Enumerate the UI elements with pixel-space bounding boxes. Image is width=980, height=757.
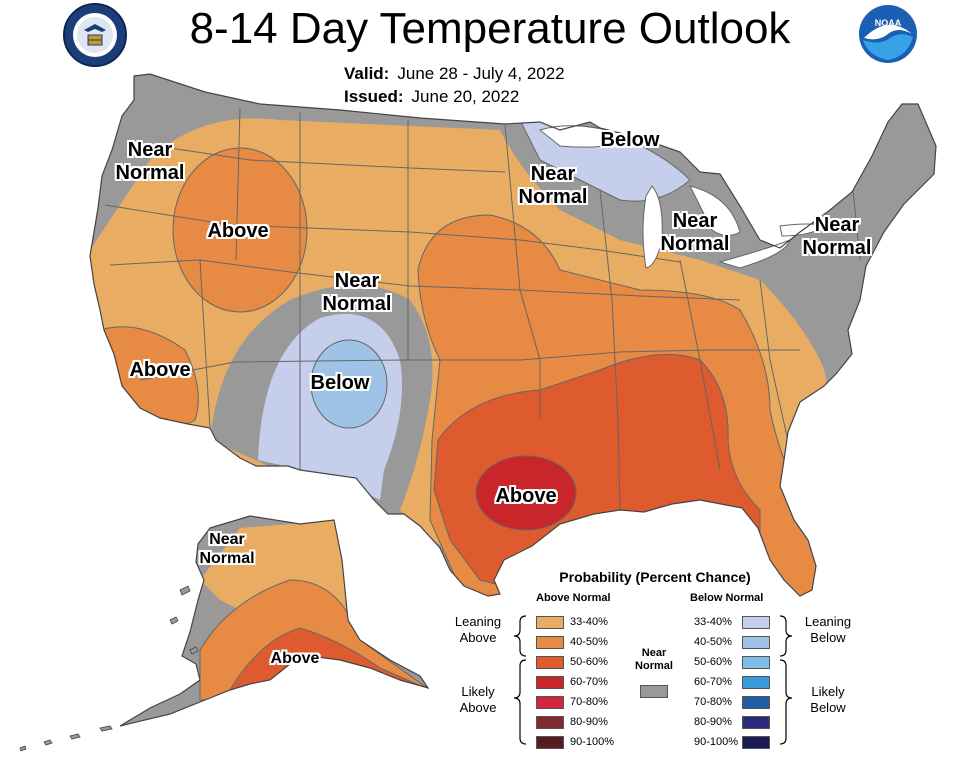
legend-above-label-6: 90-100% [570, 736, 615, 748]
legend-above-braces [513, 615, 527, 745]
label-ak-near-normal: Near Normal [199, 531, 255, 567]
valid-value: June 28 - July 4, 2022 [397, 64, 565, 83]
legend-above-label-0: 33-40% [570, 616, 608, 628]
noaa-logo-icon: NOAA [859, 5, 917, 63]
label-mn-near-normal: Near Normal [518, 163, 588, 208]
legend-below-swatch-3 [742, 676, 770, 689]
legend-below-label-2: 50-60% [694, 656, 732, 668]
legend-near-normal-swatch [640, 685, 668, 698]
legend-below-swatch-5 [742, 716, 770, 729]
conus-outline [89, 73, 937, 597]
state-borders [104, 107, 861, 511]
legend-above-swatch-3 [536, 676, 564, 689]
legend-below-label-4: 70-80% [694, 696, 732, 708]
legend-below-label-5: 80-90% [694, 716, 732, 728]
label-ak-above: Above [270, 650, 320, 667]
legend-above-swatch-5 [536, 716, 564, 729]
aleutian-islands [19, 585, 199, 752]
legend-below-label-0: 33-40% [694, 616, 732, 628]
legend-below-swatch-1 [742, 636, 770, 649]
label-sw-below: Below [310, 372, 370, 394]
legend-below-label-3: 60-70% [694, 676, 732, 688]
legend-leaning-below: Leaning Below [804, 614, 852, 645]
label-sw-near-normal: Near Normal [322, 270, 392, 315]
legend-below-swatch-6 [742, 736, 770, 749]
label-gl-below: Below [600, 129, 660, 151]
legend-above-swatch-2 [536, 656, 564, 669]
svg-text:NOAA: NOAA [875, 18, 902, 28]
alaska-outline [119, 515, 430, 727]
legend-above-label-3: 60-70% [570, 676, 608, 688]
legend-above-label-2: 50-60% [570, 656, 608, 668]
legend-above-label-1: 40-50% [570, 636, 608, 648]
label-nw-near-normal: Near Normal [115, 139, 185, 184]
legend-likely-above: Likely Above [459, 684, 497, 715]
issued-value: June 20, 2022 [411, 87, 520, 106]
legend-above-swatch-1 [536, 636, 564, 649]
legend-below-header: Below Normal [690, 592, 764, 604]
legend-above-label-5: 80-90% [570, 716, 608, 728]
valid-row: Valid: June 28 - July 4, 2022 [344, 64, 565, 84]
label-tx-above: Above [495, 485, 557, 507]
legend-above-swatch-0 [536, 616, 564, 629]
great-lakes [538, 125, 828, 269]
valid-label: Valid: [344, 64, 390, 83]
legend-below-swatch-2 [742, 656, 770, 669]
doc-seal-icon [63, 3, 127, 67]
legend-above-header: Above Normal [536, 592, 611, 604]
legend-below-swatch-4 [742, 696, 770, 709]
label-nw-above: Above [207, 220, 269, 242]
legend-below-label-1: 40-50% [694, 636, 732, 648]
legend-below-swatch-0 [742, 616, 770, 629]
legend-above-swatch-6 [536, 736, 564, 749]
label-ne-near-normal: Near Normal [802, 214, 872, 259]
issued-label: Issued: [344, 87, 404, 106]
legend-leaning-above: Leaning Above [454, 614, 502, 645]
page-title: 8-14 Day Temperature Outlook [189, 4, 791, 53]
legend-below-label-6: 90-100% [694, 736, 739, 748]
legend-above-swatch-4 [536, 696, 564, 709]
legend-title: Probability (Percent Chance) [559, 569, 751, 585]
legend-above-label-4: 70-80% [570, 696, 608, 708]
legend-below-braces [779, 615, 793, 745]
legend-likely-below: Likely Below [810, 684, 846, 715]
issued-row: Issued: June 20, 2022 [344, 87, 519, 107]
label-ca-above: Above [129, 359, 191, 381]
alaska-shading [120, 516, 428, 726]
label-mi-near-normal: Near Normal [660, 210, 730, 255]
legend-near-normal-label: Near Normal [635, 647, 673, 672]
